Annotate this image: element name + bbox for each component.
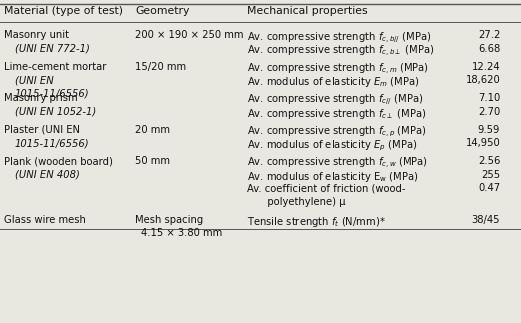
Text: 200 × 190 × 250 mm: 200 × 190 × 250 mm [135,30,244,40]
Text: Masonry unit: Masonry unit [4,30,69,40]
Text: Av. compressive strength $f_{c\perp}$ (MPa): Av. compressive strength $f_{c\perp}$ (M… [247,107,427,121]
Text: 20 mm: 20 mm [135,125,170,135]
Text: Av. coefficient of friction (wood-: Av. coefficient of friction (wood- [247,183,406,193]
Text: Av. compressive strength $f_{c,m}$ (MPa): Av. compressive strength $f_{c,m}$ (MPa) [247,62,429,77]
Text: 15/20 mm: 15/20 mm [135,62,187,72]
Text: Masonry prism: Masonry prism [4,93,78,103]
Text: 6.68: 6.68 [478,44,500,54]
Text: Plaster (UNI EN: Plaster (UNI EN [4,125,80,135]
Text: Mechanical properties: Mechanical properties [247,6,368,16]
Text: Geometry: Geometry [135,6,190,16]
Text: 38/45: 38/45 [472,215,500,225]
Text: Lime-cement mortar: Lime-cement mortar [4,62,106,72]
Text: Mesh spacing: Mesh spacing [135,215,204,225]
Text: Av. modulus of elasticity $\mathrm{E_w}$ (MPa): Av. modulus of elasticity $\mathrm{E_w}$… [247,170,419,184]
Text: Material (type of test): Material (type of test) [4,6,123,16]
Text: 9.59: 9.59 [478,125,500,135]
Text: (UNI EN 772-1): (UNI EN 772-1) [15,44,90,54]
Text: (UNI EN 1052-1): (UNI EN 1052-1) [15,107,96,117]
Text: (UNI EN 408): (UNI EN 408) [15,170,80,180]
Text: Av. compressive strength $f_{c,p}$ (MPa): Av. compressive strength $f_{c,p}$ (MPa) [247,125,427,139]
Text: 4.15 × 3.80 mm: 4.15 × 3.80 mm [141,228,222,238]
Text: Av. modulus of elasticity $E_p$ (MPa): Av. modulus of elasticity $E_p$ (MPa) [247,138,418,153]
Text: Av. modulus of elasticity $E_m$ (MPa): Av. modulus of elasticity $E_m$ (MPa) [247,75,420,89]
Text: Tensile strength $f_t$ (N/mm)*: Tensile strength $f_t$ (N/mm)* [247,215,387,229]
Text: Av. compressive strength $f_{c//}$ (MPa): Av. compressive strength $f_{c//}$ (MPa) [247,93,424,109]
Text: 50 mm: 50 mm [135,156,170,166]
Text: 12.24: 12.24 [472,62,500,72]
Text: Av. compressive strength $f_{c,b//}$ (MPa): Av. compressive strength $f_{c,b//}$ (MP… [247,30,432,46]
Text: 1015-11/6556): 1015-11/6556) [15,89,89,99]
Text: 7.10: 7.10 [478,93,500,103]
Text: 2.70: 2.70 [478,107,500,117]
Text: 1015-11/6556): 1015-11/6556) [15,138,89,148]
Text: polyethylene) μ: polyethylene) μ [258,197,345,207]
Text: Av. compressive strength $f_{c,w}$ (MPa): Av. compressive strength $f_{c,w}$ (MPa) [247,156,428,171]
Text: 14,950: 14,950 [465,138,500,148]
Text: 255: 255 [481,170,500,180]
Text: 27.2: 27.2 [478,30,500,40]
Text: (UNI EN: (UNI EN [15,75,53,85]
Text: Glass wire mesh: Glass wire mesh [4,215,86,225]
Text: 18,620: 18,620 [465,75,500,85]
Text: Av. compressive strength $f_{c,b\perp}$ (MPa): Av. compressive strength $f_{c,b\perp}$ … [247,44,435,59]
Text: 2.56: 2.56 [478,156,500,166]
Text: 0.47: 0.47 [478,183,500,193]
Text: Plank (wooden board): Plank (wooden board) [4,156,113,166]
